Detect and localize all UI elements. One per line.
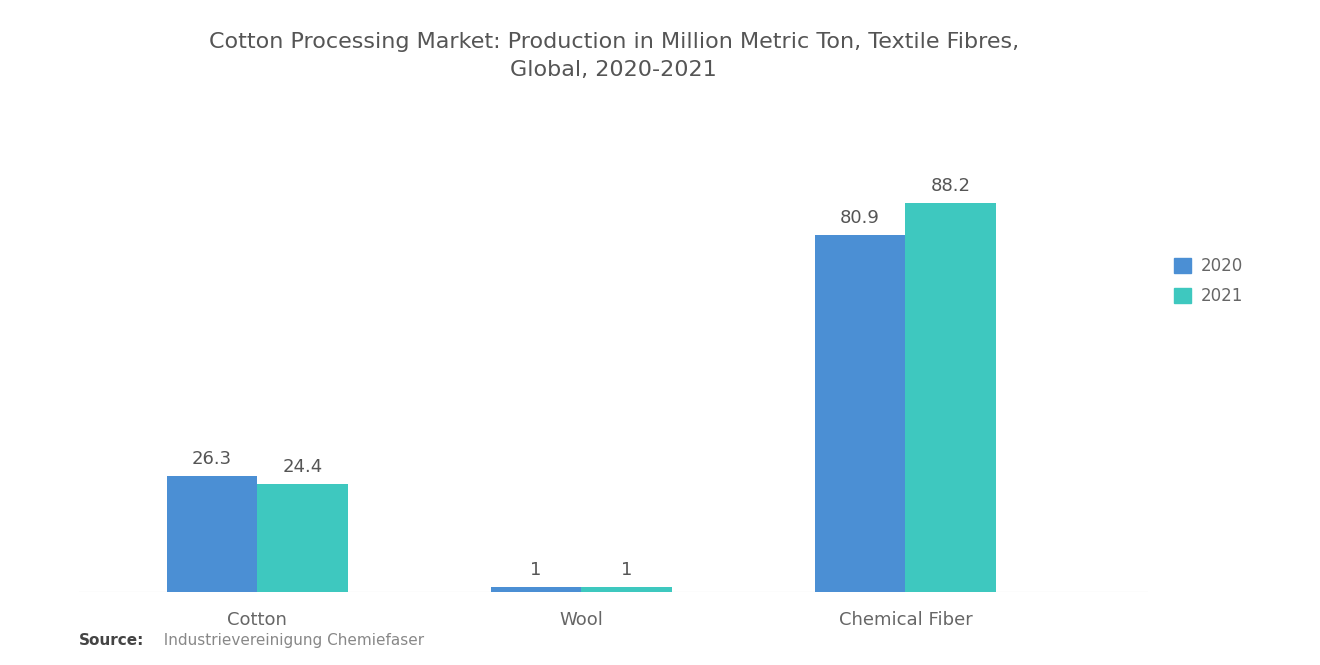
Text: 24.4: 24.4 — [282, 458, 323, 476]
Text: 1: 1 — [531, 561, 541, 579]
Text: Industrievereinigung Chemiefaser: Industrievereinigung Chemiefaser — [154, 633, 425, 648]
Bar — [581, 587, 672, 592]
Bar — [257, 484, 348, 592]
Bar — [906, 203, 997, 592]
Bar — [166, 475, 257, 592]
Bar — [814, 235, 906, 592]
Text: 1: 1 — [622, 561, 632, 579]
Title: Cotton Processing Market: Production in Million Metric Ton, Textile Fibres,
Glob: Cotton Processing Market: Production in … — [209, 32, 1019, 80]
Bar — [491, 587, 581, 592]
Text: 26.3: 26.3 — [191, 450, 232, 468]
Text: 80.9: 80.9 — [840, 209, 880, 227]
Legend: 2020, 2021: 2020, 2021 — [1167, 251, 1250, 312]
Text: 88.2: 88.2 — [931, 177, 970, 195]
Text: Source:: Source: — [79, 633, 145, 648]
